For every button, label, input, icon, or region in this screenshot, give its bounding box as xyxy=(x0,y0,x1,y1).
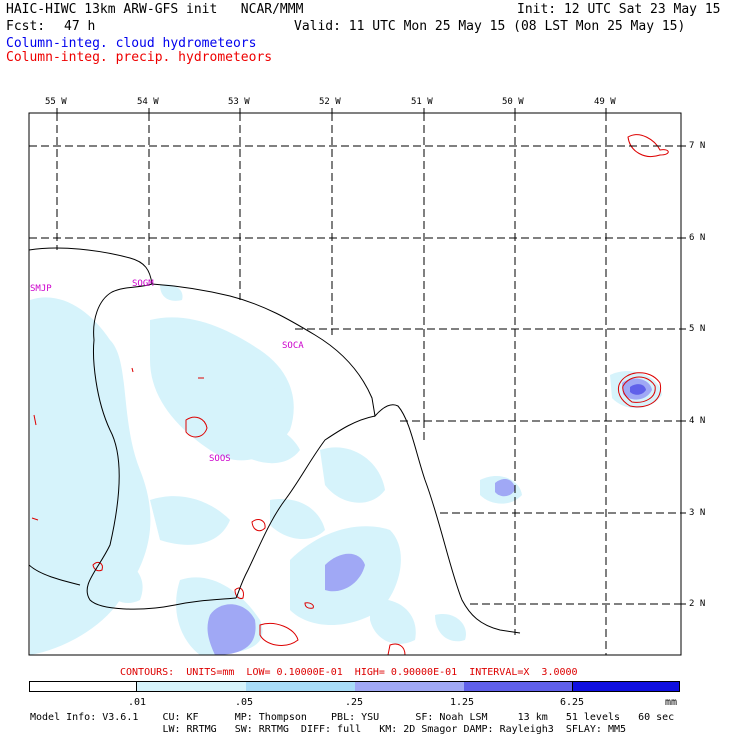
legend-cloud: Column-integ. cloud hydrometeors xyxy=(6,36,257,51)
lat-label: 3 N xyxy=(689,508,706,518)
colorbar-label: .25 xyxy=(345,697,364,708)
station-label: SMJP xyxy=(30,284,52,294)
valid-time: Valid: 11 UTC Mon 25 May 15 (08 LST Mon … xyxy=(294,19,686,34)
map-frame xyxy=(28,112,682,656)
model-info-line2: LW: RRTMG SW: RRTMG DIFF: full KM: 2D Sm… xyxy=(30,724,627,735)
colorbar-unit: mm xyxy=(665,697,678,708)
lat-lon-grid xyxy=(29,113,681,655)
colorbar-segment xyxy=(464,681,572,692)
coastline xyxy=(29,247,521,634)
lon-label: 53 W xyxy=(228,97,250,107)
lat-label: 5 N xyxy=(689,324,706,334)
colorbar-segment xyxy=(137,681,246,692)
init-time: Init: 12 UTC Sat 23 May 15 xyxy=(517,2,721,17)
forecast-hours: 47 h xyxy=(64,19,96,34)
lat-label: 4 N xyxy=(689,416,706,426)
contour-info: CONTOURS: UNITS=mm LOW= 0.10000E-01 HIGH… xyxy=(120,667,578,678)
forecast-label: Fcst: xyxy=(6,19,46,34)
lat-label: 6 N xyxy=(689,233,706,243)
lat-label: 7 N xyxy=(689,141,706,151)
lon-label: 54 W xyxy=(137,97,159,107)
colorbar-label: 1.25 xyxy=(450,697,475,708)
plot-title: HAIC-HIWC 13km ARW-GFS init NCAR/MMM xyxy=(6,2,304,17)
lat-label: 2 N xyxy=(689,599,706,609)
colorbar-segment xyxy=(572,681,680,692)
colorbar-segment xyxy=(355,681,464,692)
lon-label: 52 W xyxy=(319,97,341,107)
colorbar-segment xyxy=(246,681,355,692)
colorbar-label: 6.25 xyxy=(560,697,585,708)
lon-label: 55 W xyxy=(45,97,67,107)
colorbar-label: .05 xyxy=(235,697,254,708)
station-label: SOOS xyxy=(209,454,231,464)
colorbar-label: .01 xyxy=(128,697,147,708)
hydrometeor-shading xyxy=(30,134,669,655)
lon-label: 51 W xyxy=(411,97,433,107)
legend-precip: Column-integ. precip. hydrometeors xyxy=(6,50,273,65)
lon-label: 50 W xyxy=(502,97,524,107)
colorbar-segment xyxy=(29,681,137,692)
station-label: SOGM xyxy=(132,279,154,289)
lon-label: 49 W xyxy=(594,97,616,107)
model-info-line1: Model Info: V3.6.1 CU: KF MP: Thompson P… xyxy=(30,712,675,723)
station-label: SOCA xyxy=(282,341,304,351)
